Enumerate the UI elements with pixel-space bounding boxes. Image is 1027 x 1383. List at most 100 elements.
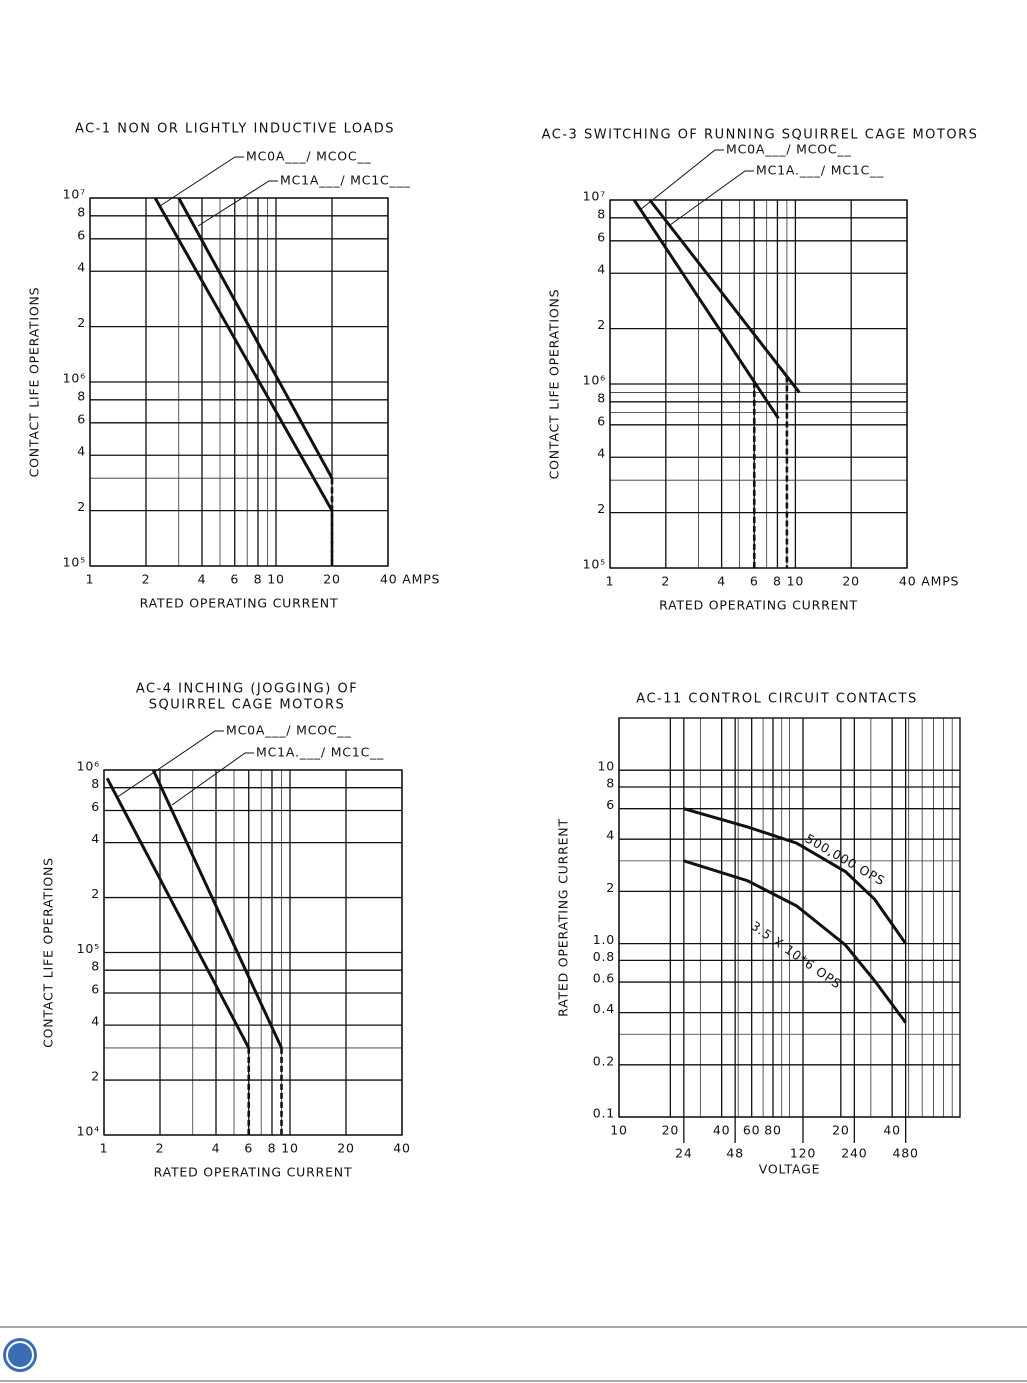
plot-frame <box>609 199 908 569</box>
x-tick-label: 1 <box>100 1141 109 1156</box>
y-tick-label: 10⁵ <box>583 557 606 572</box>
x-tick-label: 6 <box>244 1141 253 1156</box>
y-tick-label: 2 <box>91 1069 100 1084</box>
x-tick-label: 60 <box>743 1123 761 1138</box>
series-label: MC0A___/ MCOC__ <box>246 149 372 164</box>
x-tick-label: 2 <box>661 574 670 589</box>
x-tick-label: 10 <box>281 1141 299 1156</box>
leader-line <box>159 156 244 207</box>
x-tick-label-lower: 48 <box>726 1146 744 1161</box>
y-tick-label: 10⁵ <box>77 941 100 956</box>
y-tick-label: 0.6 <box>593 971 615 986</box>
series-line <box>632 199 780 420</box>
plot-frame <box>89 197 389 567</box>
x-tick-label: 8 <box>268 1141 277 1156</box>
x-tick-label: 4 <box>198 572 207 587</box>
logo-ring <box>6 1341 34 1369</box>
series-line <box>105 777 251 1049</box>
y-tick-label: 4 <box>91 1014 100 1029</box>
chart-title: AC-1 NON OR LIGHTLY INDUCTIVE LOADS <box>75 122 395 137</box>
leader-line <box>669 170 754 226</box>
x-tick-label: 20 <box>323 572 341 587</box>
y-tick-label: 8 <box>597 206 606 221</box>
y-tick-label: 0.1 <box>593 1106 615 1121</box>
y-tick-label: 10⁶ <box>63 371 86 386</box>
leader-line <box>115 730 224 799</box>
y-tick-label: 2 <box>597 317 606 332</box>
x-tick-label-lower: 120 <box>790 1146 816 1161</box>
y-axis-label: CONTACT LIFE OPERATIONS <box>27 287 42 478</box>
y-tick-label: 6 <box>77 411 86 426</box>
leader-line <box>171 752 254 806</box>
y-tick-label: 4 <box>77 260 86 275</box>
y-tick-label: 10⁴ <box>77 1124 100 1139</box>
x-tick-label: 1 <box>86 572 95 587</box>
y-axis-label: CONTACT LIFE OPERATIONS <box>41 857 56 1048</box>
x-tick-label: 8 <box>773 574 782 589</box>
x-tick-label: 80 <box>764 1123 782 1138</box>
x-tick-label: 20 <box>832 1123 850 1138</box>
x-tick-label-lower: 480 <box>893 1146 919 1161</box>
plot-frame <box>618 717 961 1118</box>
y-tick-label: 10 <box>597 759 615 774</box>
y-tick-label: 4 <box>91 831 100 846</box>
y-tick-label: 8 <box>77 204 86 219</box>
x-tick-label: 4 <box>212 1141 221 1156</box>
y-tick-label: 4 <box>597 446 606 461</box>
x-tick-label: 10 <box>610 1123 628 1138</box>
series-line <box>177 197 334 479</box>
x-tick-label: 40 AMPS <box>899 574 959 589</box>
x-tick-label: 1 <box>606 574 615 589</box>
x-tick-label: 2 <box>156 1141 165 1156</box>
y-tick-label: 6 <box>91 799 100 814</box>
y-tick-label: 2 <box>77 499 86 514</box>
x-tick-label: 20 <box>662 1123 680 1138</box>
y-tick-label: 6 <box>597 413 606 428</box>
chart-title: SQUIRREL CAGE MOTORS <box>149 698 346 713</box>
series-line <box>153 197 334 512</box>
logo <box>3 1338 37 1372</box>
y-tick-label: 8 <box>91 776 100 791</box>
series-label: MC0A___/ MCOC__ <box>726 142 852 157</box>
x-tick-label: 40 <box>713 1123 731 1138</box>
x-tick-label: 2 <box>142 572 151 587</box>
x-tick-label: 4 <box>717 574 726 589</box>
y-tick-label: 8 <box>77 388 86 403</box>
y-tick-label: 10⁶ <box>77 759 100 774</box>
y-tick-label: 6 <box>77 227 86 242</box>
y-tick-label: 2 <box>606 880 615 895</box>
series-line <box>683 807 907 945</box>
x-tick-label: 40 <box>883 1123 901 1138</box>
y-tick-label: 4 <box>77 444 86 459</box>
x-axis-label: RATED OPERATING CURRENT <box>154 1165 353 1180</box>
y-tick-label: 6 <box>91 981 100 996</box>
y-tick-label: 1.0 <box>593 932 615 947</box>
y-tick-label: 6 <box>597 229 606 244</box>
x-tick-label: 40 <box>393 1141 411 1156</box>
series-label: MC1A___/ MC1C___ <box>280 173 411 188</box>
x-axis-label: RATED OPERATING CURRENT <box>140 596 339 611</box>
y-tick-label: 0.2 <box>593 1053 615 1068</box>
leader-line <box>197 180 278 227</box>
plot-frame <box>103 769 403 1136</box>
x-tick-label: 20 <box>842 574 860 589</box>
y-tick-label: 10⁶ <box>583 373 606 388</box>
y-tick-label: 0.8 <box>593 949 615 964</box>
y-tick-label: 2 <box>77 315 86 330</box>
series-line <box>151 769 283 1049</box>
y-tick-label: 8 <box>597 390 606 405</box>
y-tick-label: 6 <box>606 797 615 812</box>
y-axis-label: RATED OPERATING CURRENT <box>556 818 571 1017</box>
y-tick-label: 10⁷ <box>63 187 86 202</box>
x-tick-label-lower: 24 <box>675 1146 693 1161</box>
y-tick-label: 2 <box>597 501 606 516</box>
y-tick-label: 4 <box>597 262 606 277</box>
y-tick-label: 10⁵ <box>63 555 86 570</box>
y-tick-label: 10⁷ <box>583 189 606 204</box>
x-tick-label: 6 <box>750 574 759 589</box>
x-tick-label-lower: 240 <box>841 1146 867 1161</box>
y-axis-label: CONTACT LIFE OPERATIONS <box>547 289 562 480</box>
y-tick-label: 8 <box>606 776 615 791</box>
